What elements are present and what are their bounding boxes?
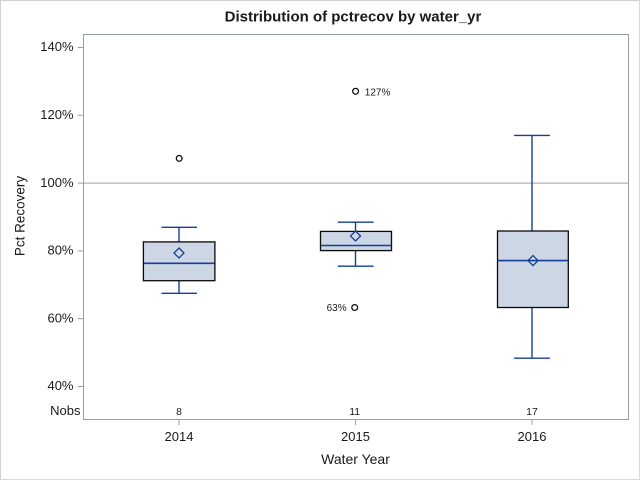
svg-text:60%: 60% <box>47 310 73 325</box>
svg-text:127%: 127% <box>365 87 391 98</box>
svg-text:100%: 100% <box>40 175 74 190</box>
svg-text:8: 8 <box>176 406 182 418</box>
svg-text:11: 11 <box>349 406 360 418</box>
svg-text:40%: 40% <box>47 378 73 393</box>
svg-text:120%: 120% <box>40 107 74 122</box>
svg-text:63%: 63% <box>327 303 347 314</box>
svg-text:Distribution of pctrecov by wa: Distribution of pctrecov by water_yr <box>225 9 482 26</box>
svg-text:2014: 2014 <box>165 429 194 444</box>
svg-text:2016: 2016 <box>518 429 547 444</box>
svg-text:17: 17 <box>526 406 538 418</box>
svg-text:Pct Recovery: Pct Recovery <box>13 176 28 257</box>
svg-text:140%: 140% <box>40 39 74 54</box>
svg-text:2015: 2015 <box>341 429 370 444</box>
svg-text:80%: 80% <box>47 243 73 258</box>
svg-text:Water Year: Water Year <box>321 451 390 467</box>
svg-text:Nobs: Nobs <box>50 403 81 418</box>
